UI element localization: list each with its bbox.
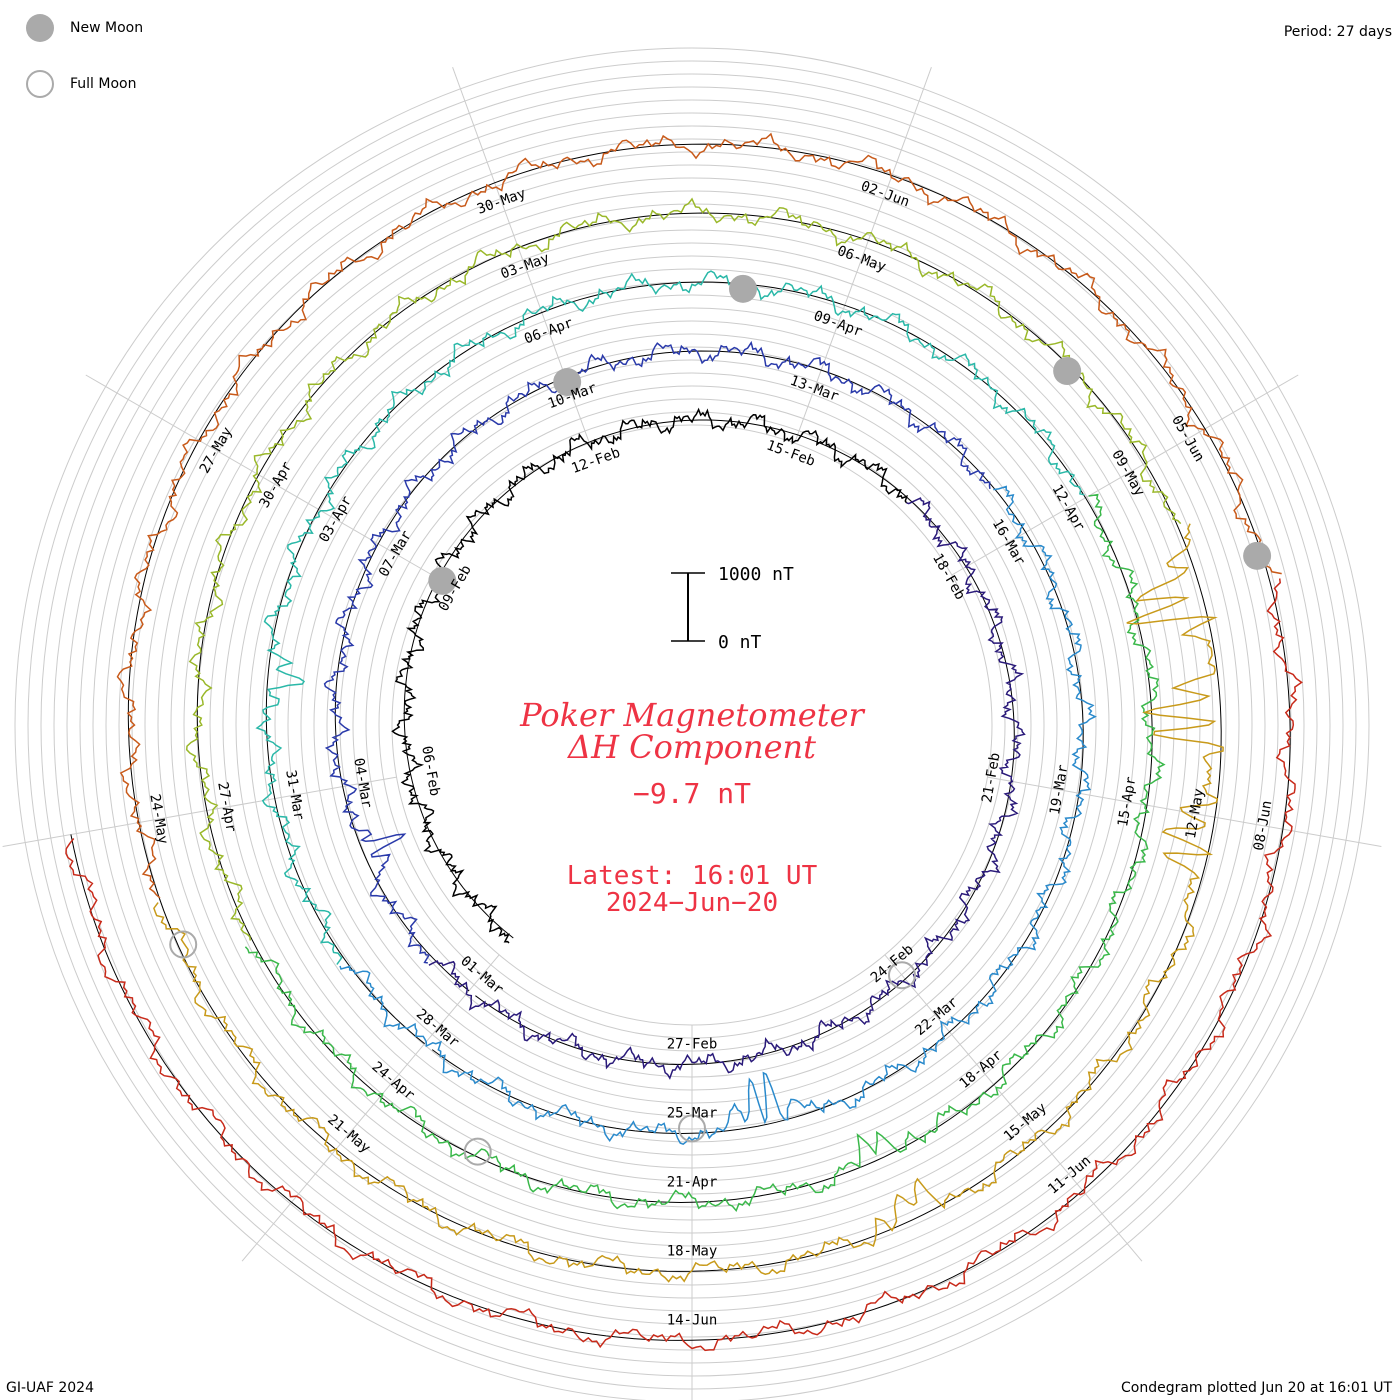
grid-ring [14,47,1370,1400]
date-tick-label: 31-Mar [282,769,307,822]
title-line-1: Poker Magnetometer [519,696,865,734]
date-tick-label: 25-Mar [667,1105,718,1121]
date-tick-label: 02-Jun [859,178,912,210]
baseline-spiral [403,419,1015,1065]
radial-spokes [2,67,1382,1400]
new-moon-icon [26,14,54,42]
full-moon-label: Full Moon [70,76,137,92]
new-moon-marker [428,566,457,595]
trace-segment [153,523,1224,1283]
new-moon-marker [728,274,757,303]
full-moon-marker [463,1137,492,1166]
trace-segment [244,493,1166,1213]
date-tick-label: 21-Apr [667,1174,718,1190]
baseline-spiral [127,143,1291,1341]
date-tick-label: 12-Apr [1049,482,1088,534]
footer-credit: GI-UAF 2024 [6,1380,94,1396]
new-moon-marker [1053,357,1082,386]
full-moon-icon [26,70,54,98]
date-tick-label: 09-Apr [811,308,864,340]
date-tick-label: 18-Apr [956,1047,1005,1092]
trace-segment [323,340,991,964]
trace-segment [116,132,1282,899]
date-tick-label: 24-Apr [369,1059,418,1104]
data-traces [65,132,1303,1352]
date-tick-label: 04-Mar [350,757,375,810]
new-moon-label: New Moon [70,20,144,36]
full-moon-marker [678,1114,706,1143]
radial-spoke [241,954,500,1262]
radial-spoke [951,374,1299,576]
date-tick-label: 18-Feb [929,551,968,603]
date-tick-label: 06-Feb [418,745,443,798]
latest-time: Latest: 16:01 UT [567,861,818,891]
date-tick-label: 13-Mar [788,373,841,405]
center-title: Poker Magnetometer ΔH Component −9.7 nT … [519,696,865,918]
scale-top-label: 1000 nT [718,564,794,585]
legend-full-moon: Full Moon [26,70,136,98]
date-tick-label: 21-Feb [979,752,1004,805]
scale-bar: 1000 nT 0 nT [671,564,794,653]
footer-plot-time: Condegram plotted Jun 20 at 16:01 UT [1121,1380,1392,1396]
trace-segment [185,197,1182,941]
date-tick-label: 28-Mar [413,1006,462,1051]
baseline-spiral [70,834,292,1203]
date-tick-label: 15-Feb [764,438,817,470]
date-tick-label: 06-May [835,243,888,275]
new-moon-marker [1243,541,1272,570]
date-tick-label: 18-May [667,1243,718,1259]
current-value: −9.7 nT [633,777,751,810]
date-tick-label: 12-May [1183,787,1208,840]
radial-spoke [794,67,932,444]
date-tick-label: 14-Jun [667,1312,718,1328]
radial-spoke [884,954,1143,1262]
legend-new-moon: New Moon [26,14,143,42]
date-tick-label: 27-May [197,424,236,476]
latest-date: 2024−Jun−20 [606,888,778,918]
trace-segment [391,407,908,944]
date-tick-label: 12-Feb [569,445,622,477]
radial-spoke [2,776,397,848]
new-moon-marker [553,368,582,397]
date-tick-label: 08-Jun [1251,799,1276,852]
period-label: Period: 27 days [1283,24,1392,40]
trace-segment [65,578,1303,1352]
trace-segment [255,270,1085,965]
full-moon-marker [169,930,198,959]
trace-segment [428,497,1026,1080]
radial-spoke [987,776,1382,848]
date-tick-label: 03-Apr [316,493,355,545]
title-line-2: ΔH Component [566,728,816,766]
moon-markers [169,274,1272,1166]
trace-segment [339,485,1097,1146]
scale-bottom-label: 0 nT [718,632,762,653]
full-moon-marker [887,961,916,990]
baseline-spiral [196,212,1222,1272]
date-tick-label: 27-Feb [667,1036,718,1052]
date-tick-label: 27-Apr [214,781,239,834]
date-tick-label: 19-Mar [1047,764,1072,817]
